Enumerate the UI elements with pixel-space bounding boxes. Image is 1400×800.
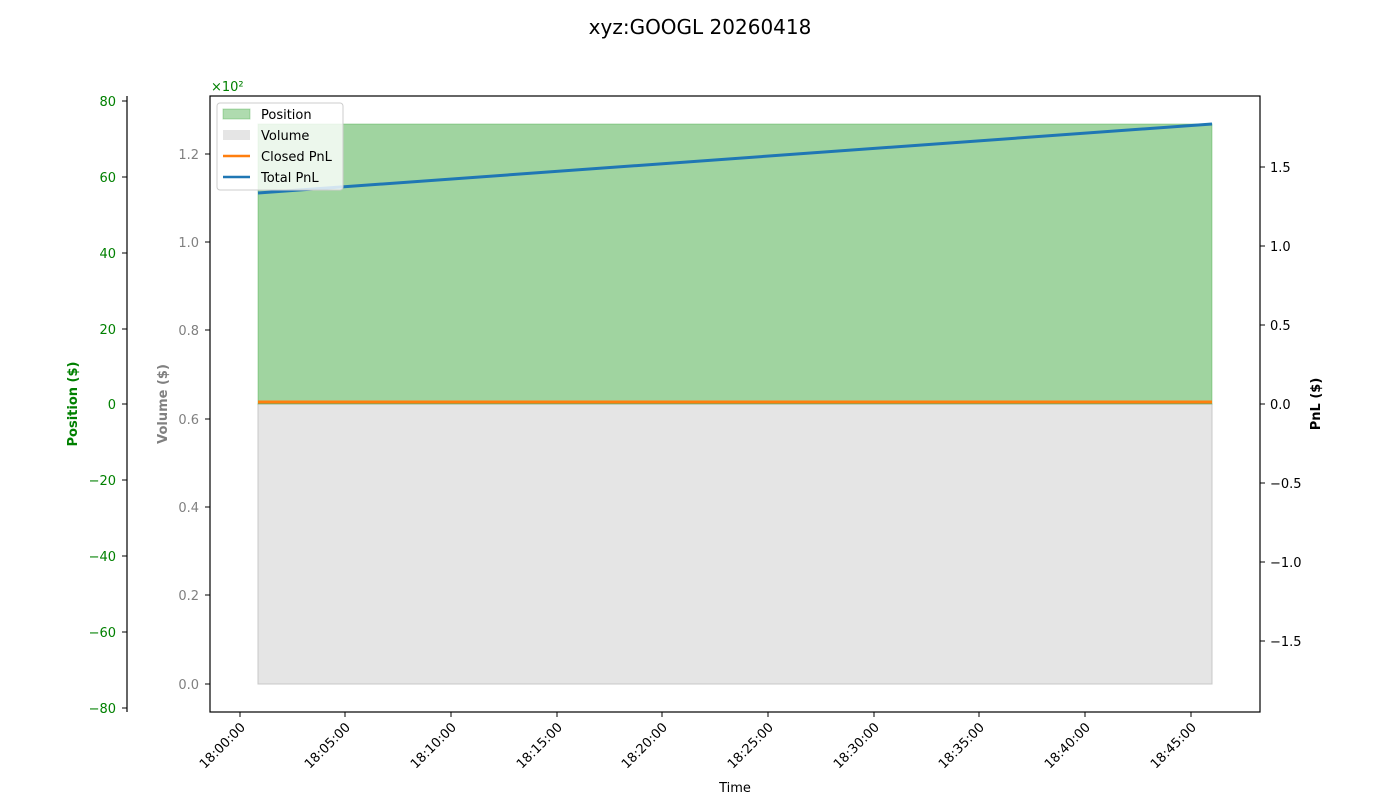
chart-title: xyz:GOOGL 20260418 [589, 15, 812, 39]
legend-entry-volume: Volume [223, 129, 309, 144]
volume-tick: 1.0 [178, 236, 199, 251]
pnl-tick: 0.5 [1270, 319, 1291, 334]
position-tick: −80 [89, 702, 116, 717]
time-tick: 18:45:00 [1148, 720, 1200, 772]
position-axis-label: Position ($) [66, 362, 81, 447]
volume-tick: 0.4 [178, 501, 199, 516]
time-tick: 18:00:00 [197, 720, 249, 772]
pnl-axis: 1.5 1.0 0.5 0.0 −0.5 −1.0 −1.5 PnL ($) [1260, 161, 1324, 650]
position-axis: 80 60 40 20 0 −20 −40 −60 −80 Position (… [66, 95, 128, 717]
legend-label: Position [261, 108, 312, 123]
time-tick: 18:20:00 [619, 720, 671, 772]
volume-tick: 0.8 [178, 324, 199, 339]
position-swatch-icon [222, 108, 251, 120]
volume-tick: 1.2 [178, 148, 199, 163]
legend-box [216, 102, 344, 191]
pnl-axis-label: PnL ($) [1309, 378, 1324, 431]
volume-offset-label: ×10² [211, 80, 244, 95]
total-pnl-line [257, 122, 1213, 195]
position-tick: −20 [89, 474, 116, 489]
time-tick: 18:30:00 [831, 720, 883, 772]
pnl-tick: 0.0 [1270, 398, 1291, 413]
plot-area [257, 122, 1213, 685]
position-tick: 20 [99, 323, 116, 338]
time-tick: 18:15:00 [514, 720, 566, 772]
volume-axis: 1.2 1.0 0.8 0.6 0.4 0.2 0.0 ×10² Volume … [156, 80, 244, 693]
time-tick: 18:10:00 [408, 720, 460, 772]
legend-label: Total PnL [260, 171, 319, 186]
volume-tick: 0.0 [178, 678, 199, 693]
pnl-tick: 1.0 [1270, 240, 1291, 255]
position-tick: 40 [99, 247, 116, 262]
time-tick: 18:05:00 [302, 720, 354, 772]
volume-swatch-icon [223, 130, 250, 140]
position-tick: 80 [99, 95, 116, 110]
legend-entry-total-pnl: Total PnL [223, 171, 319, 186]
pnl-tick: 1.5 [1270, 161, 1291, 176]
position-tick: 60 [99, 171, 116, 186]
position-tick: −60 [89, 626, 116, 641]
volume-area [257, 403, 1213, 685]
position-tick: 0 [108, 398, 116, 413]
time-tick: 18:40:00 [1042, 720, 1094, 772]
legend-label: Closed PnL [261, 150, 333, 165]
position-area [257, 123, 1213, 405]
legend-entry-position: Position [222, 108, 312, 123]
legend-label: Volume [261, 129, 309, 144]
time-tick: 18:35:00 [936, 720, 988, 772]
volume-axis-label: Volume ($) [156, 364, 171, 444]
volume-tick: 0.6 [178, 413, 199, 428]
time-tick: 18:25:00 [725, 720, 777, 772]
pnl-tick: −0.5 [1270, 477, 1302, 492]
legend: Position Volume Closed PnL Total PnL [216, 102, 344, 191]
pnl-tick: −1.0 [1270, 556, 1302, 571]
pnl-tick: −1.5 [1270, 635, 1302, 650]
legend-entry-closed-pnl: Closed PnL [223, 150, 333, 165]
time-axis-label: Time [718, 781, 751, 796]
volume-tick: 0.2 [178, 589, 199, 604]
position-tick: −40 [89, 550, 116, 565]
time-axis: 18:00:00 18:05:00 18:10:00 18:15:00 18:2… [197, 712, 1200, 796]
